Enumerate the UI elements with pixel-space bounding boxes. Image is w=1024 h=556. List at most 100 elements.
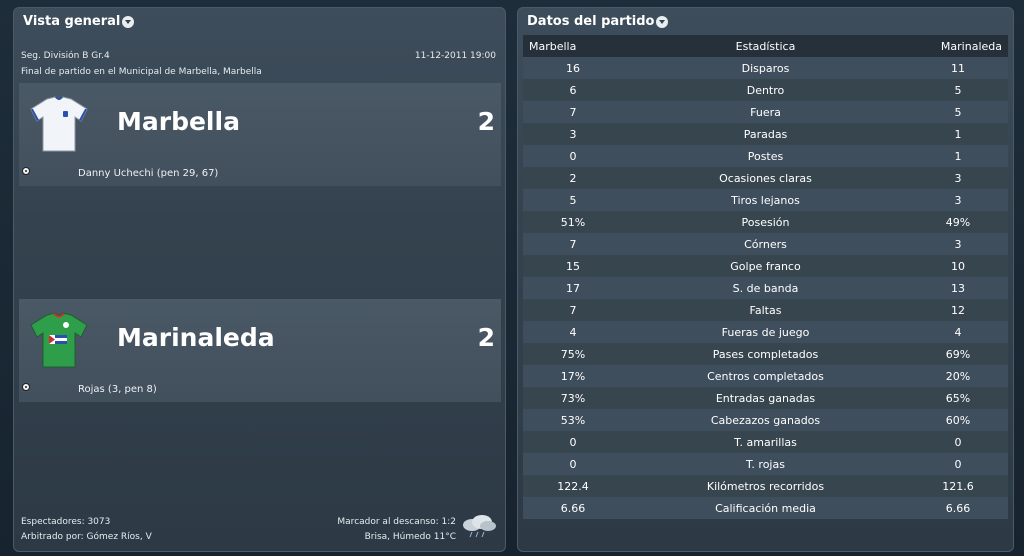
stat-label: Ocasiones claras (623, 167, 908, 189)
stat-home-value: 15 (523, 255, 623, 277)
stat-label: S. de banda (623, 277, 908, 299)
stat-away-value: 12 (908, 299, 1008, 321)
stat-away-value: 5 (908, 79, 1008, 101)
header-away-team: Marinaleda (908, 35, 1008, 57)
table-row: 5 Tiros lejanos 3 (523, 189, 1008, 211)
stats-table: Marbella Estadística Marinaleda 16 Dispar… (523, 35, 1008, 519)
stat-label: Fueras de juego (623, 321, 908, 343)
chevron-down-icon[interactable] (656, 16, 669, 28)
stat-label: Posesión (623, 211, 908, 233)
table-row: 73% Entradas ganadas 65% (523, 387, 1008, 409)
stat-label: T. rojas (623, 453, 908, 475)
stat-home-value: 5 (523, 189, 623, 211)
stat-home-value: 6.66 (523, 497, 623, 519)
stat-home-value: 122.4 (523, 475, 623, 497)
stat-home-value: 17 (523, 277, 623, 299)
goal-ball-icon (22, 383, 30, 391)
stat-away-value: 13 (908, 277, 1008, 299)
stat-away-value: 1 (908, 123, 1008, 145)
stat-label: Córners (623, 233, 908, 255)
table-row: 51% Posesión 49% (523, 211, 1008, 233)
table-row: 17% Centros completados 20% (523, 365, 1008, 387)
stats-table-header: Marbella Estadística Marinaleda (523, 35, 1008, 57)
table-row: 7 Córners 3 (523, 233, 1008, 255)
table-row: 6 Dentro 5 (523, 79, 1008, 101)
overview-header[interactable]: Vista general (14, 8, 505, 34)
table-row: 2 Ocasiones claras 3 (523, 167, 1008, 189)
competition-row: Seg. División B Gr.4 11-12-2011 19:00 (21, 51, 496, 61)
halftime-score-text: Marcador al descanso: 1:2 (337, 517, 456, 527)
home-scorers: Danny Uchechi (pen 29, 67) (78, 168, 219, 179)
venue-text: Final de partido en el Municipal de Marb… (21, 67, 262, 77)
stat-away-value: 3 (908, 167, 1008, 189)
table-row: 17 S. de banda 13 (523, 277, 1008, 299)
stat-away-value: 60% (908, 409, 1008, 431)
overview-panel: Vista general Seg. División B Gr.4 11-12… (13, 7, 506, 552)
away-team-name[interactable]: Marinaleda (117, 323, 275, 352)
stat-label: Entradas ganadas (623, 387, 908, 409)
stat-label: Pases completados (623, 343, 908, 365)
table-row: 0 T. rojas 0 (523, 453, 1008, 475)
stat-label: Tiros lejanos (623, 189, 908, 211)
stat-away-value: 3 (908, 233, 1008, 255)
venue-row: Final de partido en el Municipal de Marb… (21, 67, 496, 77)
weather-text: Brisa, Húmedo 11°C (364, 532, 456, 542)
header-home-team: Marbella (523, 35, 623, 57)
stat-home-value: 16 (523, 57, 623, 79)
cloud-rain-icon (463, 515, 496, 538)
attendance-text: Espectadores: 3073 (21, 517, 111, 527)
stat-away-value: 4 (908, 321, 1008, 343)
stat-home-value: 7 (523, 101, 623, 123)
stat-home-value: 51% (523, 211, 623, 233)
goal-ball-icon (22, 167, 30, 175)
away-kit-icon[interactable] (27, 309, 91, 373)
header-stat-label: Estadística (623, 35, 908, 57)
stat-label: Faltas (623, 299, 908, 321)
stat-label: Cabezazos ganados (623, 409, 908, 431)
stat-label: Centros completados (623, 365, 908, 387)
stat-home-value: 0 (523, 431, 623, 453)
stat-home-value: 53% (523, 409, 623, 431)
table-row: 53% Cabezazos ganados 60% (523, 409, 1008, 431)
stat-away-value: 3 (908, 189, 1008, 211)
stat-home-value: 17% (523, 365, 623, 387)
stat-label: Postes (623, 145, 908, 167)
match-stats-panel: Datos del partido Marbella Estadística M… (517, 7, 1014, 552)
stat-home-value: 75% (523, 343, 623, 365)
stat-away-value: 6.66 (908, 497, 1008, 519)
table-row: 75% Pases completados 69% (523, 343, 1008, 365)
stat-away-value: 5 (908, 101, 1008, 123)
stat-home-value: 4 (523, 321, 623, 343)
away-team-block: Marinaleda 2 (19, 299, 501, 402)
stat-away-value: 121.6 (908, 475, 1008, 497)
competition-name[interactable]: Seg. División B Gr.4 (21, 51, 110, 61)
table-row: 15 Golpe franco 10 (523, 255, 1008, 277)
stat-label: Kilómetros recorridos (623, 475, 908, 497)
stat-home-value: 7 (523, 233, 623, 255)
table-row: 6.66 Calificación media 6.66 (523, 497, 1008, 519)
stat-away-value: 11 (908, 57, 1008, 79)
stat-label: Golpe franco (623, 255, 908, 277)
stat-home-value: 6 (523, 79, 623, 101)
away-scorers: Rojas (3, pen 8) (78, 384, 157, 395)
stat-away-value: 65% (908, 387, 1008, 409)
stat-away-value: 69% (908, 343, 1008, 365)
table-row: 0 Postes 1 (523, 145, 1008, 167)
overview-title: Vista general (23, 13, 121, 29)
stats-header[interactable]: Datos del partido (518, 8, 1013, 34)
stat-home-value: 2 (523, 167, 623, 189)
chevron-down-icon[interactable] (122, 16, 135, 28)
home-team-name[interactable]: Marbella (117, 107, 240, 136)
home-team-score: 2 (477, 107, 495, 136)
stat-home-value: 73% (523, 387, 623, 409)
referee-text[interactable]: Arbitrado por: Gómez Ríos, V (21, 532, 152, 542)
stat-away-value: 49% (908, 211, 1008, 233)
home-kit-icon[interactable] (27, 93, 91, 157)
stat-label: Calificación media (623, 497, 908, 519)
match-datetime: 11-12-2011 19:00 (414, 51, 496, 61)
stat-label: T. amarillas (623, 431, 908, 453)
stat-away-value: 1 (908, 145, 1008, 167)
away-team-score: 2 (477, 323, 495, 352)
stat-home-value: 3 (523, 123, 623, 145)
stat-away-value: 0 (908, 431, 1008, 453)
